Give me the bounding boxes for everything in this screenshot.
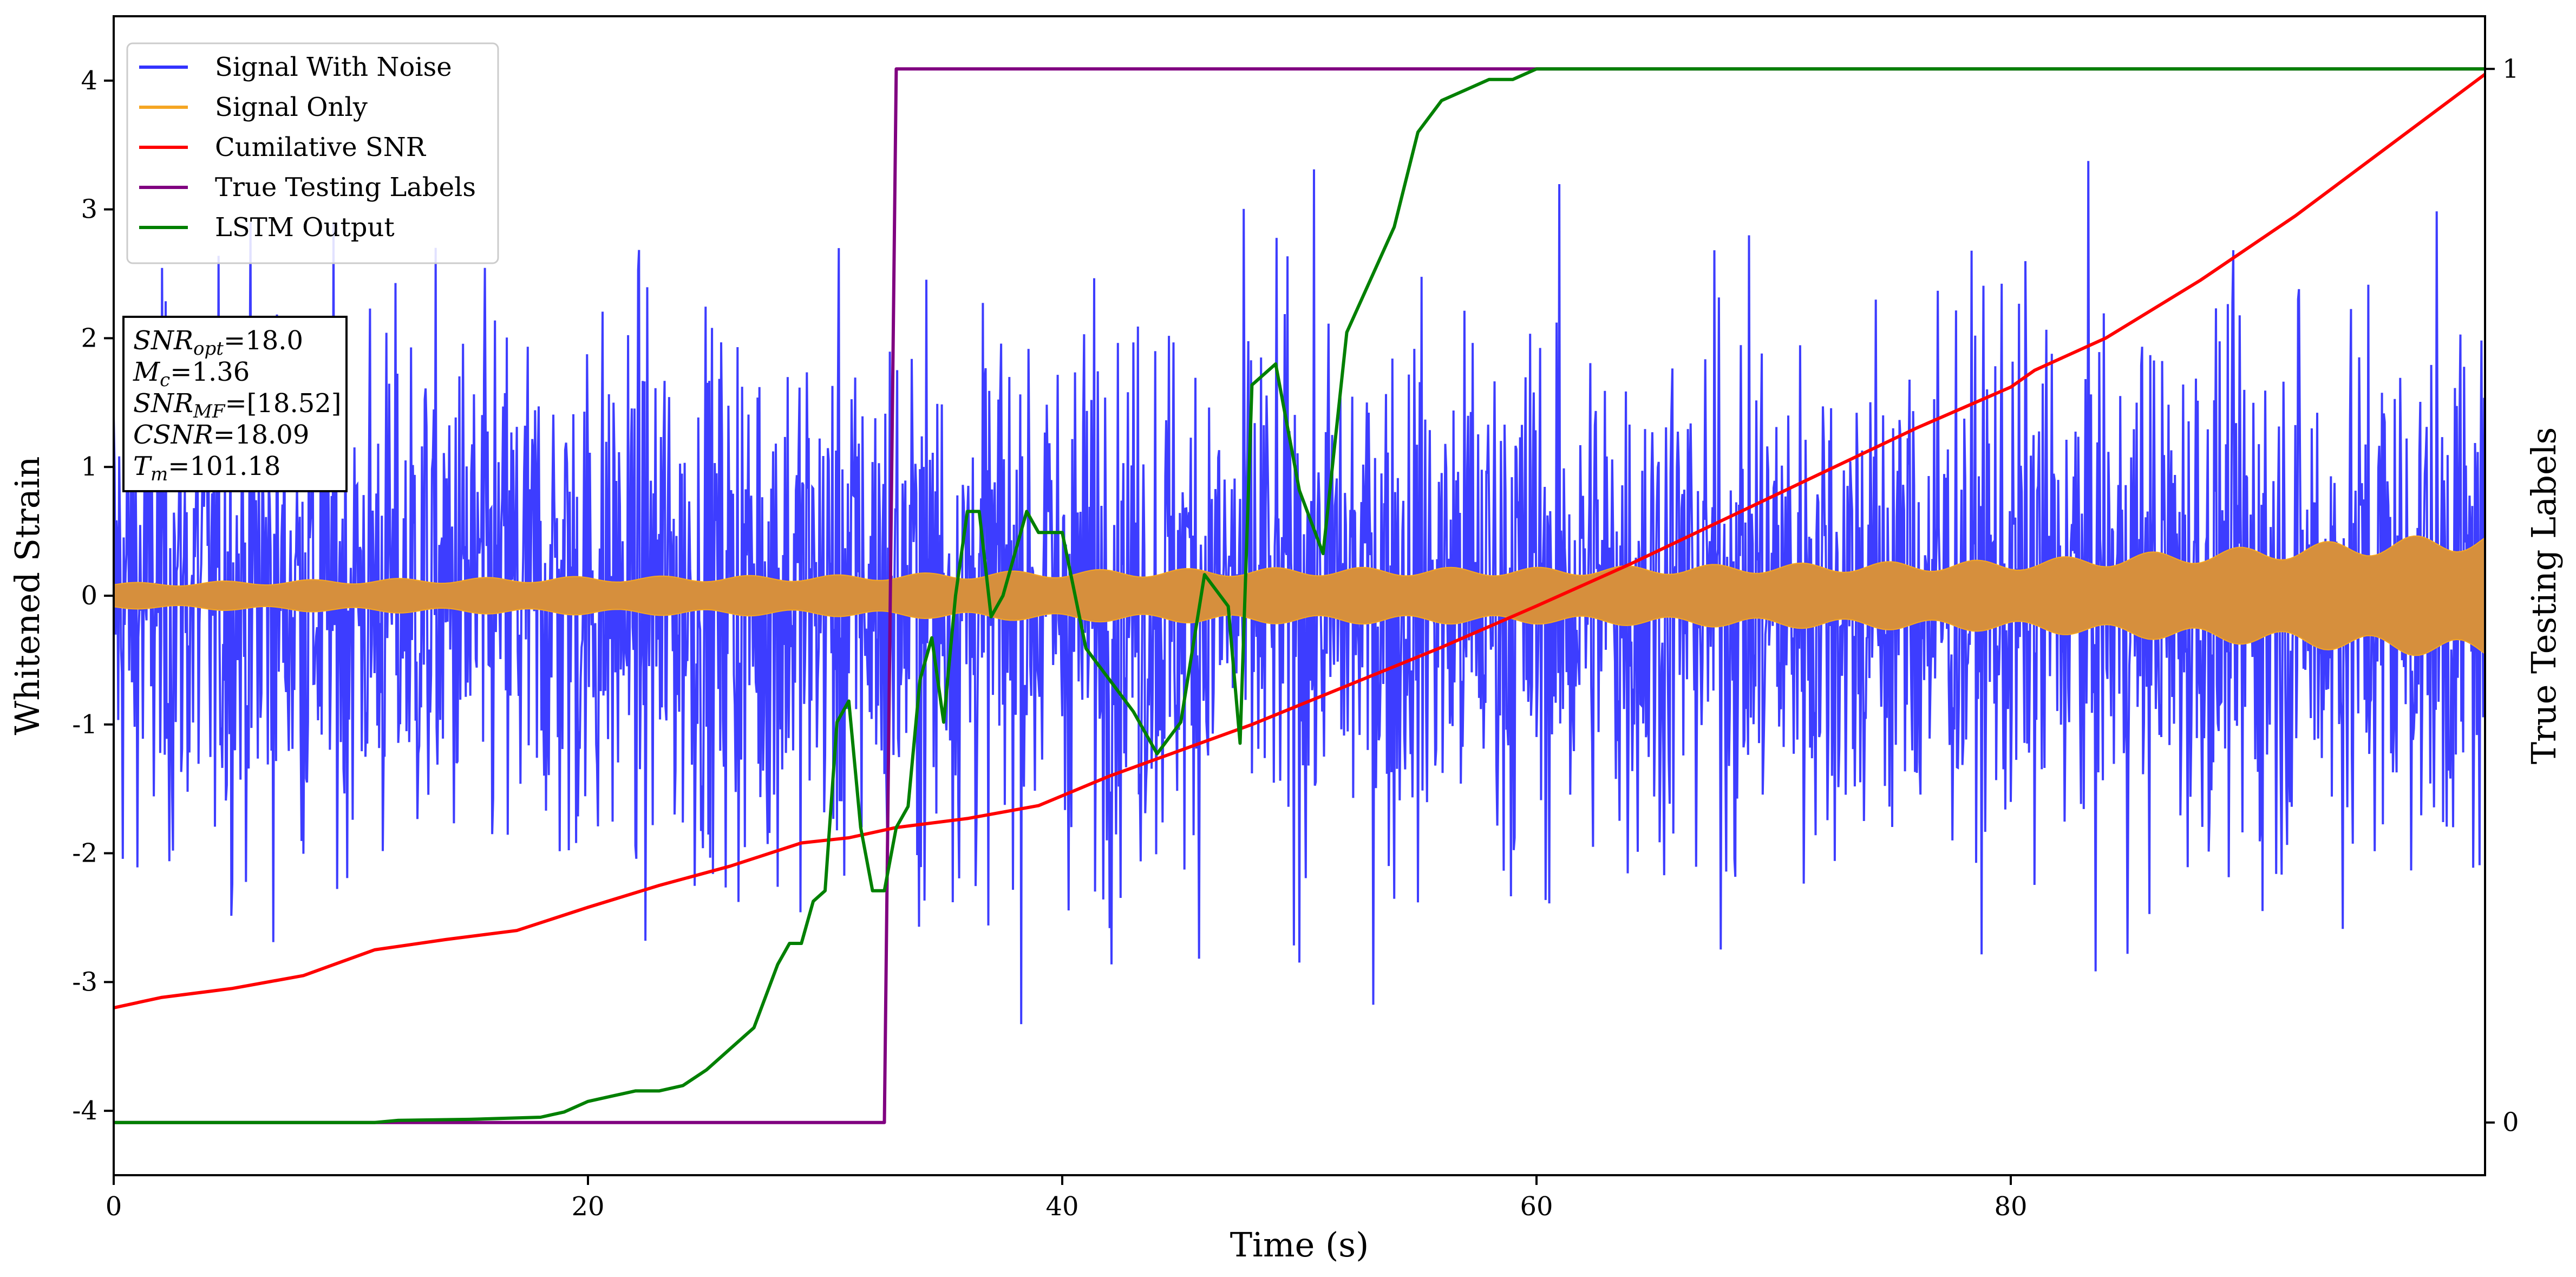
info-symbol: SNR [133, 388, 193, 419]
info-subscript: MF [193, 401, 226, 422]
info-subscript: opt [193, 338, 224, 360]
info-value: =101.18 [168, 451, 280, 481]
info-line: Tm=101.18 [133, 451, 280, 485]
legend-label: Signal With Noise [215, 52, 452, 82]
x-tick-label: 80 [1994, 1191, 2027, 1222]
info-box-frame [122, 316, 348, 492]
y2-axis-label: True Testing Labels [2524, 427, 2564, 765]
y-tick-label: 0 [81, 581, 97, 611]
legend-label: Signal Only [215, 92, 368, 122]
info-value: =18.0 [224, 325, 303, 356]
info-subscript: m [151, 464, 168, 485]
y-axis-label: Whitened Strain [8, 457, 47, 735]
legend-label: True Testing Labels [215, 172, 476, 203]
y-tick-label: -1 [72, 709, 97, 740]
x-tick-label: 0 [106, 1191, 122, 1222]
x-tick-label: 60 [1520, 1191, 1553, 1222]
y-tick-label: -4 [72, 1096, 97, 1126]
info-value: =[18.52] [225, 388, 341, 419]
legend: Signal With Noise Signal Only Cumilative S… [126, 42, 499, 264]
info-line: Mc=1.36 [133, 357, 250, 391]
info-value: =1.36 [170, 357, 250, 387]
info-line: SNRopt=18.0 [133, 325, 303, 360]
y-tick-label: 2 [81, 323, 97, 353]
info-symbol: M [133, 357, 161, 387]
info-box: SNRopt=18.0Mc=1.36SNRMF=[18.52]CSNR=18.0… [122, 316, 348, 492]
y-tick-label: 3 [81, 194, 97, 225]
info-line: CSNR=18.09 [133, 420, 309, 450]
info-value: =18.09 [213, 420, 310, 450]
info-subscript: c [160, 369, 170, 391]
info-symbol: CSNR [133, 420, 213, 450]
x-axis-label: Time (s) [1230, 1225, 1369, 1265]
legend-label: LSTM Output [215, 212, 395, 243]
x-tick-label: 20 [571, 1191, 604, 1222]
series-cumilative-snr [114, 73, 2485, 1009]
series-lstm-output [114, 67, 2485, 1124]
y-tick-label: 1 [81, 452, 97, 482]
plot-area [114, 67, 2485, 1124]
legend-box [126, 42, 499, 264]
y2-tick-label: 0 [2502, 1107, 2519, 1138]
series-signal-only [114, 535, 2485, 656]
legend-label: Cumilative SNR [215, 132, 427, 162]
info-symbol: SNR [133, 325, 193, 356]
x-tick-label: 40 [1045, 1191, 1078, 1222]
info-line: SNRMF=[18.52] [133, 388, 342, 422]
y2-tick-label: 1 [2502, 54, 2519, 84]
y-tick-label: 4 [81, 66, 97, 96]
info-symbol: T [133, 451, 152, 481]
y-tick-label: -2 [72, 838, 97, 869]
y-tick-label: -3 [72, 967, 97, 997]
